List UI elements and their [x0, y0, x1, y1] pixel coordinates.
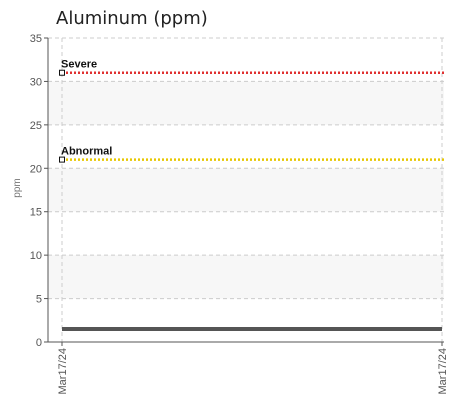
- y-tick-label: 0: [36, 337, 42, 349]
- y-tick-label: 10: [30, 250, 42, 262]
- y-axis-label: ppm: [12, 178, 23, 197]
- threshold-label: Abnormal: [61, 146, 112, 158]
- threshold-marker: [59, 69, 65, 76]
- x-tick-label: Mar17/24: [57, 348, 69, 394]
- background-band: [48, 81, 444, 125]
- y-tick-label: 5: [36, 294, 42, 306]
- axes: [44, 37, 444, 346]
- threshold-label: Severe: [61, 59, 97, 71]
- threshold-marker: [59, 156, 65, 163]
- background-band: [48, 168, 444, 212]
- y-tick-label: 35: [30, 33, 42, 45]
- y-tick-label: 20: [30, 163, 42, 175]
- y-tick-label: 30: [30, 76, 42, 88]
- chart-title: Aluminum (ppm): [56, 8, 208, 29]
- y-tick-label: 15: [30, 207, 42, 219]
- threshold-lines: Severe Abnormal: [59, 59, 444, 163]
- grid-lines: [48, 37, 444, 342]
- tick-labels: 0 5 10 15 20 25 30 35 Mar17/24 Mar17/24: [30, 33, 449, 394]
- background-band: [48, 255, 444, 299]
- background-bands: [48, 81, 444, 299]
- y-tick-label: 25: [30, 120, 42, 132]
- x-tick-label: Mar17/24: [437, 348, 449, 394]
